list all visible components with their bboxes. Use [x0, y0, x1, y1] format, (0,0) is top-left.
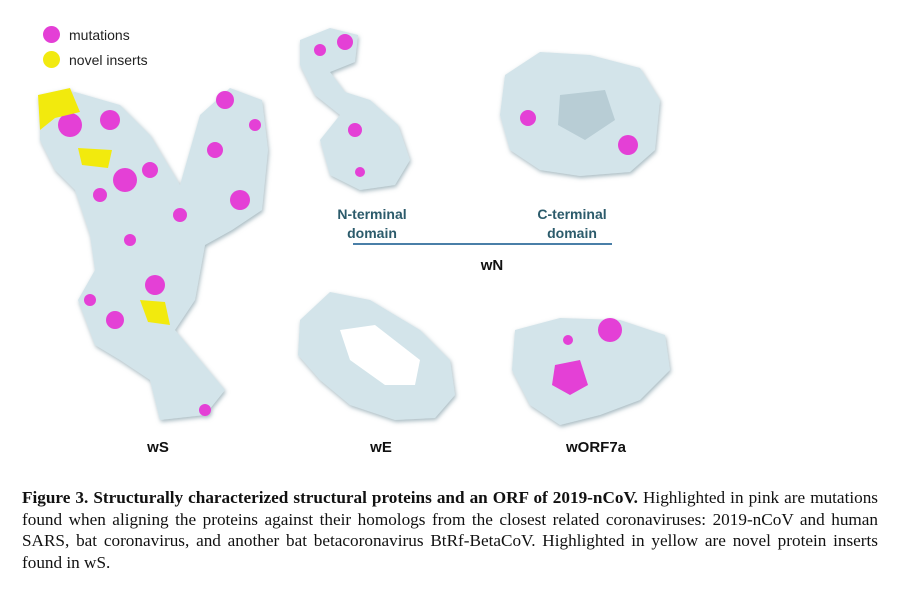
protein-structures [38, 28, 670, 425]
figure-image: mutations novel inserts N-terminal domai… [38, 26, 670, 456]
caption-body: Highlighted in pink are mutations found … [22, 488, 878, 572]
c-terminal-line1: C-terminal [537, 206, 607, 222]
insert-swatch-icon [43, 51, 60, 68]
legend-novel-inserts: novel inserts [43, 51, 148, 68]
wn-n-terminal-structure [300, 28, 410, 190]
we-label: wE [370, 439, 392, 456]
wn-divider [353, 243, 612, 245]
c-terminal-label: C-terminal domain [537, 205, 606, 243]
legend-label: mutations [69, 26, 130, 43]
wn-label: wN [480, 257, 504, 274]
n-terminal-line2: domain [347, 225, 397, 241]
ws-structure [38, 88, 268, 420]
mutation-swatch-icon [43, 26, 60, 43]
legend-mutations: mutations [43, 26, 130, 43]
n-terminal-line1: N-terminal [337, 206, 407, 222]
worf7a-structure [512, 318, 670, 425]
n-terminal-label: N-terminal domain [337, 205, 406, 243]
caption-title: Figure 3. Structurally characterized str… [22, 488, 638, 507]
figure-caption: Figure 3. Structurally characterized str… [22, 487, 878, 573]
worf7a-label: wORF7a [565, 439, 627, 456]
legend-label: novel inserts [69, 51, 148, 68]
wn-c-terminal-structure [500, 52, 660, 176]
c-terminal-line2: domain [547, 225, 597, 241]
ws-label: wS [147, 439, 169, 456]
we-structure [298, 292, 455, 420]
